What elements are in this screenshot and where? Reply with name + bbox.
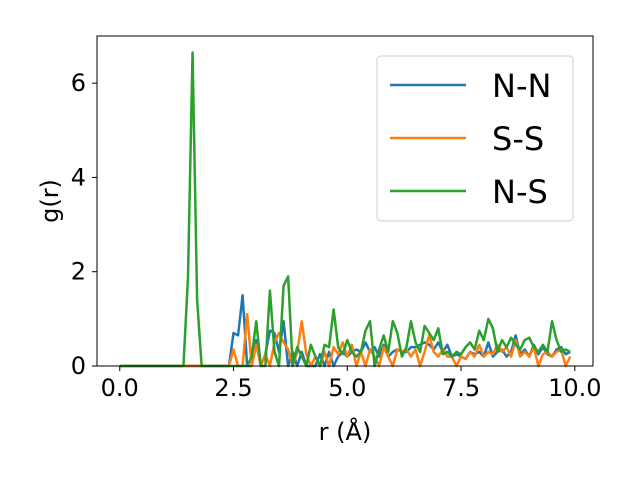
x-tick-label: 0.0 <box>101 374 139 402</box>
y-tick-label: 2 <box>71 258 86 286</box>
y-tick-label: 0 <box>71 352 86 380</box>
legend-label-s-s: S-S <box>492 120 544 158</box>
legend: N-N S-S N-S <box>376 55 574 222</box>
y-tick-label: 4 <box>71 163 86 191</box>
x-tick-label: 2.5 <box>214 374 252 402</box>
plot-frame <box>96 35 594 367</box>
x-tick-label: 10.0 <box>548 374 601 402</box>
series-line-n-n <box>119 294 571 368</box>
x-tick-label: 7.5 <box>442 374 480 402</box>
series-line-n-s <box>119 51 571 368</box>
x-axis-label: r (Å) <box>319 417 372 446</box>
y-axis-label: g(r) <box>36 179 64 223</box>
y-tick-label: 6 <box>71 69 86 97</box>
x-tick-label: 5.0 <box>328 374 366 402</box>
legend-label-n-n: N-N <box>492 67 551 105</box>
legend-box <box>376 55 574 222</box>
ticks-layer: 0.0 2.5 5.0 7.5 10.0 0 2 4 6 <box>71 69 602 402</box>
legend-label-n-s: N-S <box>492 173 548 211</box>
